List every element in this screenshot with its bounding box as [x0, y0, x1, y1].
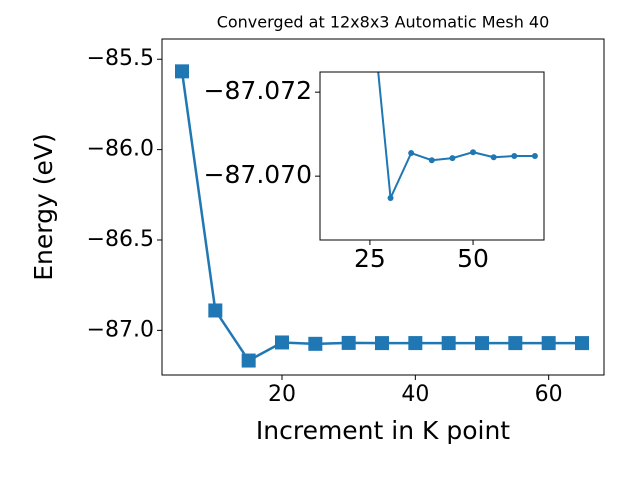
y-tick-label: −85.5: [87, 46, 154, 71]
axes-frame: [319, 71, 545, 241]
x-tick-label: 40: [401, 382, 429, 407]
marker: [490, 154, 497, 161]
marker: [175, 64, 189, 79]
marker: [308, 336, 323, 351]
marker: [408, 150, 415, 157]
x-tick-label: 20: [268, 382, 296, 407]
marker: [511, 153, 518, 159]
marker: [428, 157, 435, 164]
y-tick-label: −87.072: [204, 76, 312, 105]
y-axis-label: Energy (eV): [29, 133, 58, 280]
marker: [275, 335, 289, 350]
marker: [508, 336, 523, 351]
marker: [449, 155, 456, 162]
y-tick-label: −87.070: [204, 160, 312, 189]
marker: [531, 153, 538, 159]
y-tick-label: −86.0: [87, 137, 154, 162]
plot-area: [377, 72, 538, 202]
marker: [375, 336, 389, 351]
x-tick-label: 60: [535, 382, 563, 407]
x-axis-label: Increment in K point: [256, 416, 510, 445]
y-tick-label: −87.0: [87, 317, 154, 342]
axes-frame: [161, 38, 605, 376]
marker: [441, 336, 456, 351]
marker: [541, 336, 556, 351]
marker: [387, 195, 394, 201]
marker: [470, 149, 477, 156]
marker: [475, 336, 489, 351]
marker: [341, 335, 356, 350]
marker: [241, 353, 256, 368]
chart-title: Converged at 12x8x3 Automatic Mesh 40: [217, 13, 550, 32]
plot-area: [175, 64, 589, 368]
marker: [408, 336, 423, 351]
x-tick-label: 50: [457, 244, 489, 273]
marker: [208, 303, 223, 318]
marker: [575, 336, 589, 351]
x-tick-label: 25: [354, 244, 386, 273]
y-tick-label: −86.5: [87, 227, 154, 252]
